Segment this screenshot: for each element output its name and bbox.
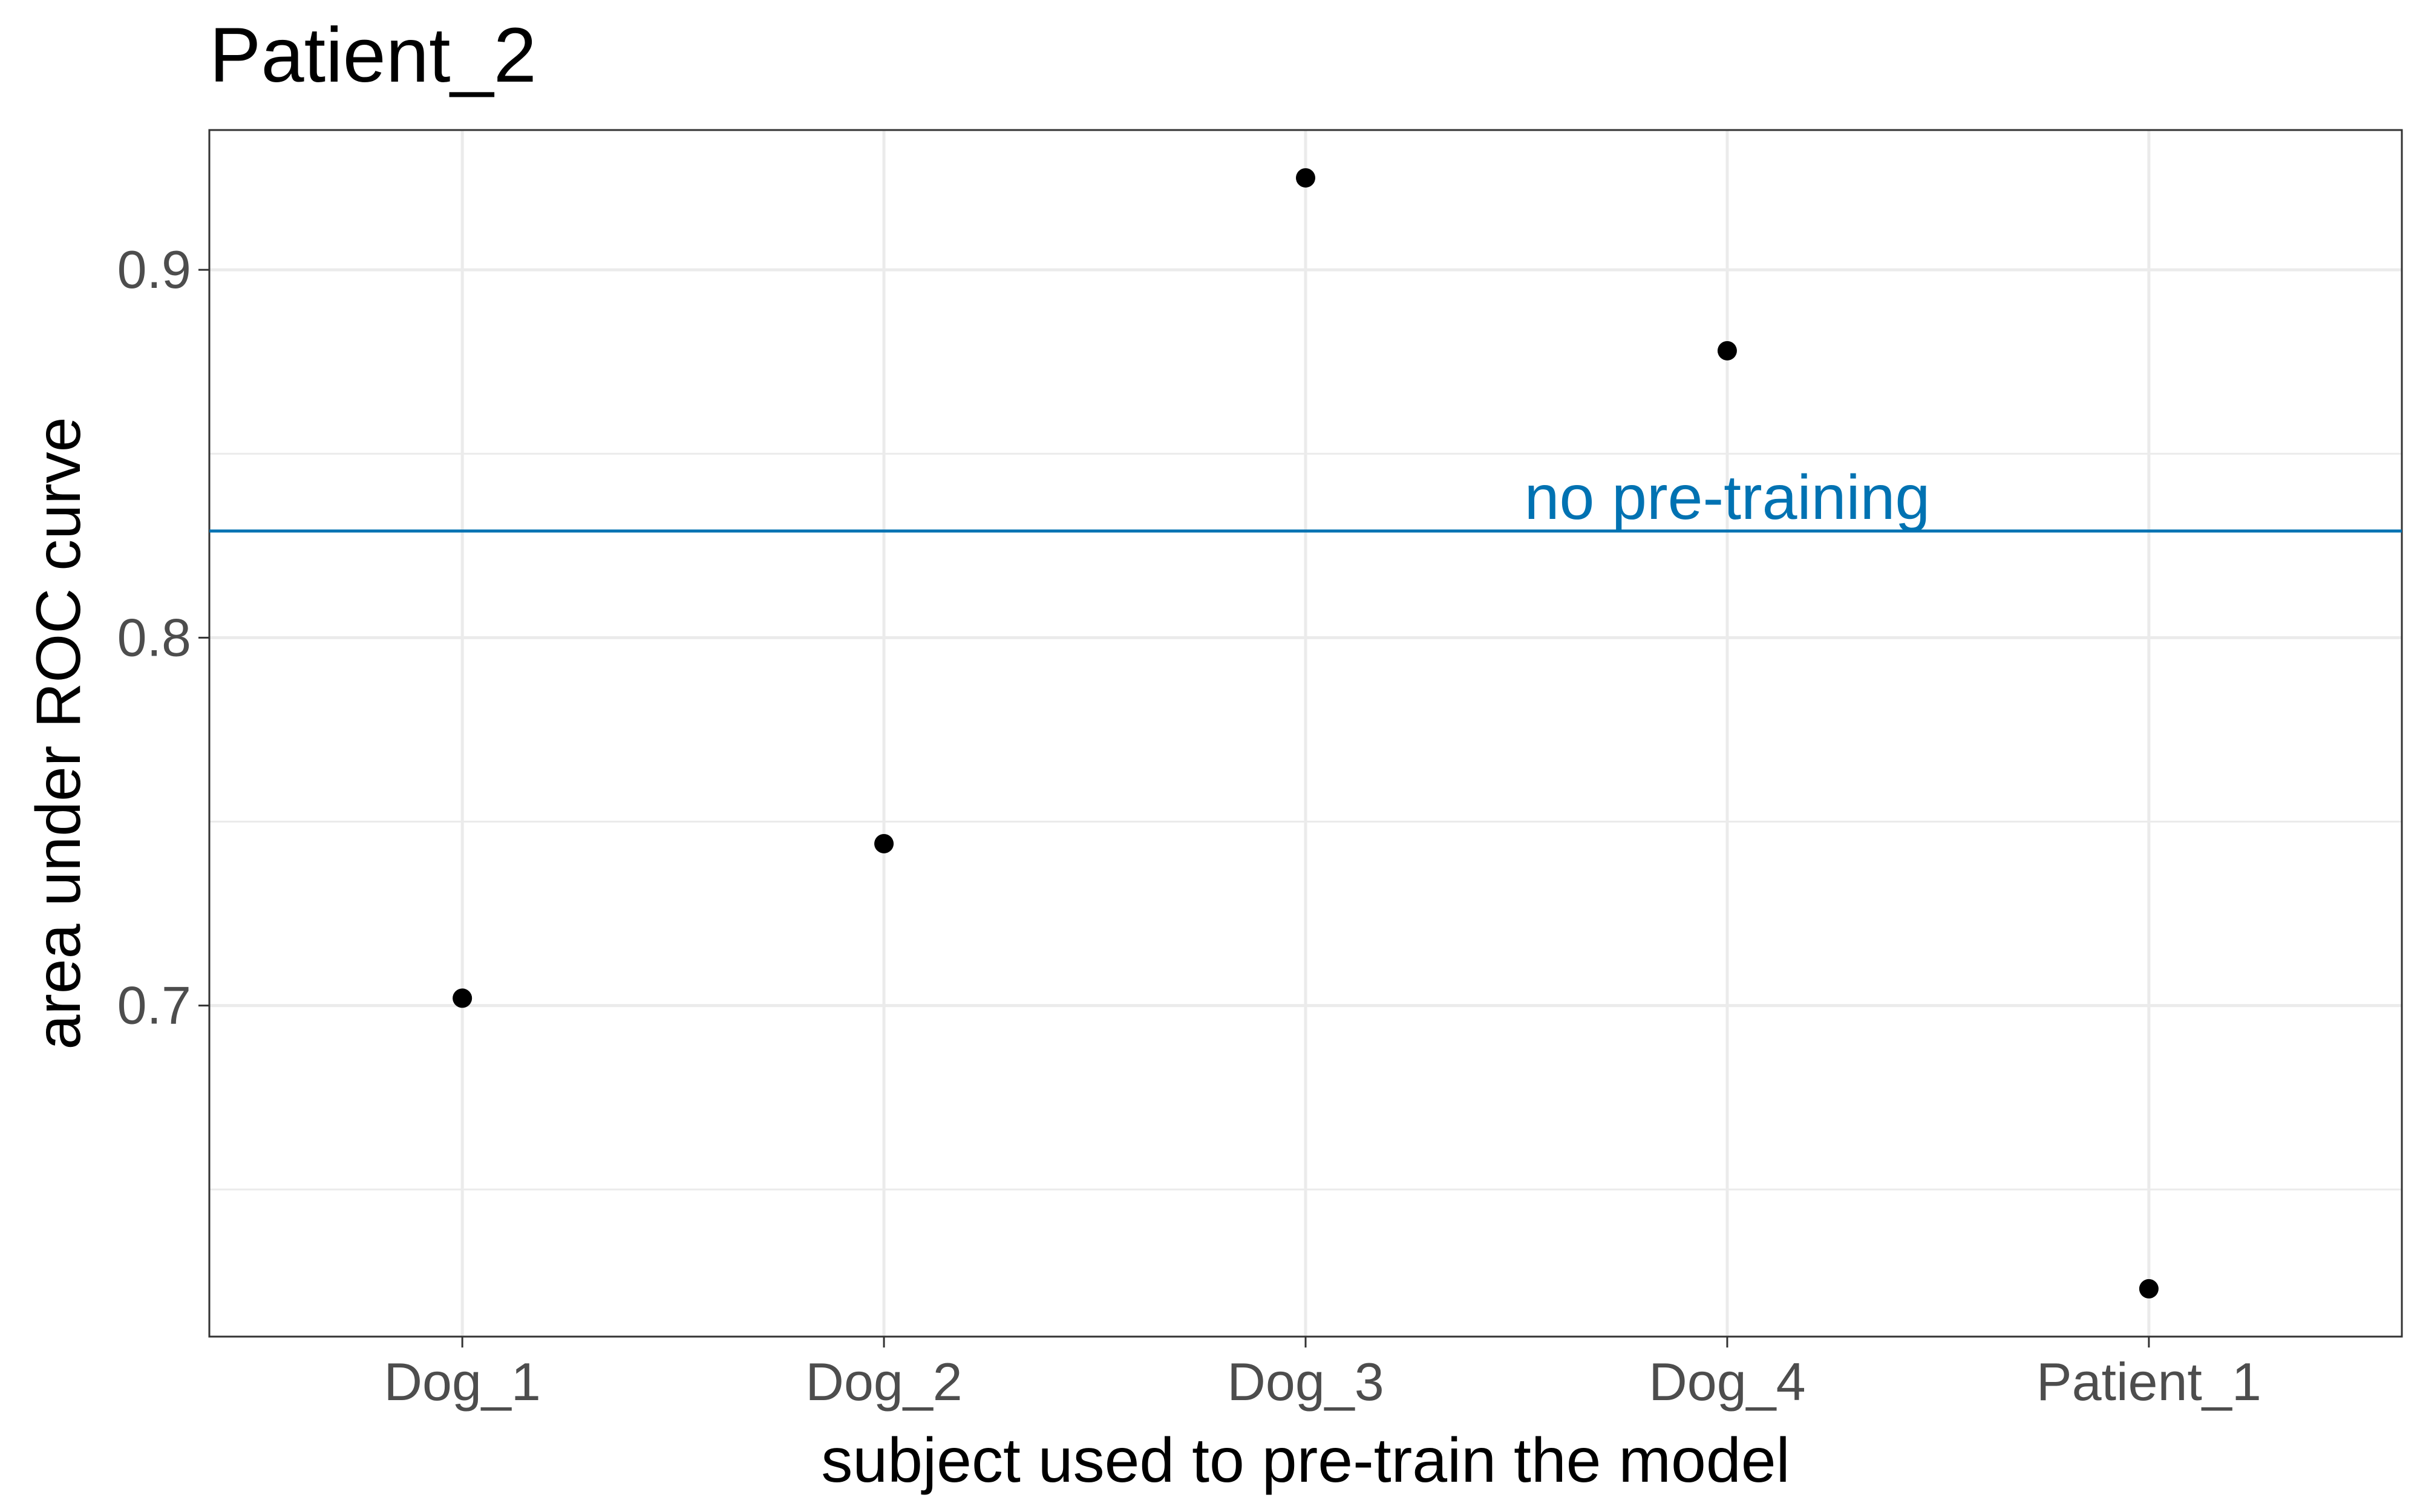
y-axis-title: area under ROC curve bbox=[24, 417, 94, 1049]
data-point bbox=[1717, 341, 1737, 360]
grid bbox=[209, 130, 2402, 1337]
y-axis-ticks: 0.7 0.8 0.9 bbox=[117, 240, 209, 1035]
data-point bbox=[874, 833, 894, 853]
data-point bbox=[453, 988, 473, 1008]
y-tick-label: 0.9 bbox=[117, 240, 191, 299]
x-tick-label: Dog_1 bbox=[384, 1352, 540, 1412]
y-tick-label: 0.8 bbox=[117, 607, 191, 667]
data-point bbox=[1296, 168, 1315, 188]
y-tick-label: 0.7 bbox=[117, 976, 191, 1035]
x-axis-ticks: Dog_1 Dog_2 Dog_3 Dog_4 Patient_1 bbox=[384, 1337, 2261, 1412]
data-points bbox=[453, 168, 2159, 1299]
x-axis-title: subject used to pre-train the model bbox=[821, 1426, 1790, 1496]
x-tick-label: Patient_1 bbox=[2036, 1352, 2261, 1412]
data-point bbox=[2139, 1279, 2159, 1299]
x-tick-label: Dog_3 bbox=[1227, 1352, 1384, 1412]
reference-line-label: no pre-training bbox=[1525, 463, 1931, 533]
chart-title: Patient_2 bbox=[209, 12, 537, 99]
x-tick-label: Dog_2 bbox=[805, 1352, 962, 1412]
x-tick-label: Dog_4 bbox=[1649, 1352, 1805, 1412]
